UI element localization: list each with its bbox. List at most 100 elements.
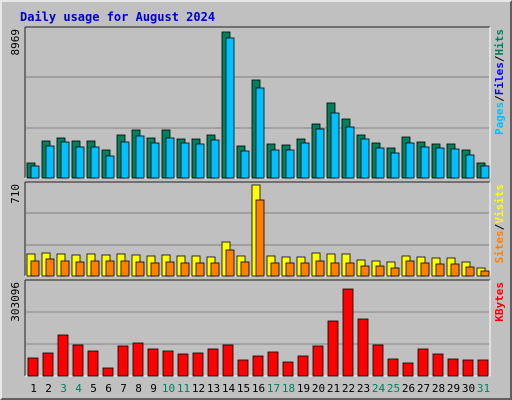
kbytes-bar bbox=[327, 320, 339, 377]
files-bar bbox=[360, 138, 370, 179]
kbytes-bar bbox=[297, 355, 309, 377]
sites-bar bbox=[435, 263, 445, 277]
kbytes-bar bbox=[207, 348, 219, 377]
x-tick-label: 11 bbox=[177, 382, 190, 395]
legend-separator: / bbox=[493, 55, 506, 62]
files-bar bbox=[375, 147, 385, 179]
legend-item-kbytes: KBytes bbox=[493, 282, 506, 322]
legend-item-pages: Pages bbox=[493, 102, 506, 135]
kbytes-bar bbox=[87, 350, 99, 377]
kbytes-bar bbox=[462, 359, 474, 377]
x-tick-label: 16 bbox=[252, 382, 265, 395]
sites-bar bbox=[270, 262, 280, 277]
x-tick-label: 28 bbox=[432, 382, 445, 395]
x-tick-label: 5 bbox=[90, 382, 97, 395]
kbytes-bar bbox=[177, 353, 189, 377]
files-bar bbox=[465, 154, 475, 179]
sites-bar bbox=[480, 270, 490, 277]
x-tick-label: 8 bbox=[135, 382, 142, 395]
kbytes-bar bbox=[342, 288, 354, 377]
x-tick-label: 24 bbox=[372, 382, 386, 395]
files-bar bbox=[195, 143, 205, 179]
sites-bar bbox=[255, 199, 265, 277]
x-tick-label: 1 bbox=[30, 382, 37, 395]
sites-bar bbox=[30, 260, 40, 277]
sites-bar bbox=[75, 261, 85, 277]
x-tick-label: 21 bbox=[327, 382, 340, 395]
sites-bar bbox=[465, 266, 475, 277]
legend-separator: / bbox=[493, 223, 506, 230]
files-bar bbox=[135, 135, 145, 179]
sites-bar bbox=[210, 262, 220, 277]
sites-bar bbox=[165, 261, 175, 277]
x-tick-label: 27 bbox=[417, 382, 430, 395]
sites-bar bbox=[420, 262, 430, 277]
x-tick-label: 14 bbox=[222, 382, 236, 395]
kbytes-bar bbox=[282, 361, 294, 377]
kbytes-bar bbox=[372, 344, 384, 377]
files-bar bbox=[480, 165, 490, 179]
chart-title: Daily usage for August 2024 bbox=[20, 10, 216, 24]
sites-bar bbox=[195, 262, 205, 277]
sites-bar bbox=[150, 262, 160, 277]
x-tick-label: 12 bbox=[192, 382, 205, 395]
legend: Pages/Files/Hits bbox=[493, 29, 506, 135]
legend: Sites/Visits bbox=[493, 184, 506, 264]
x-tick-label: 19 bbox=[297, 382, 310, 395]
x-tick-label: 29 bbox=[447, 382, 460, 395]
x-tick-label: 26 bbox=[402, 382, 415, 395]
sites-bar bbox=[60, 260, 70, 277]
kbytes-bar bbox=[387, 358, 399, 377]
files-bar bbox=[105, 155, 115, 179]
x-tick-label: 22 bbox=[342, 382, 355, 395]
x-tick-label: 23 bbox=[357, 382, 370, 395]
files-bar bbox=[285, 149, 295, 179]
files-bar bbox=[75, 146, 85, 179]
files-bar bbox=[90, 146, 100, 179]
sites-bar bbox=[390, 267, 400, 277]
files-bar bbox=[30, 165, 40, 179]
kbytes-bar bbox=[72, 344, 84, 377]
sites-bar bbox=[105, 260, 115, 277]
x-tick-label: 20 bbox=[312, 382, 325, 395]
kbytes-bar bbox=[477, 359, 489, 377]
sites-bar bbox=[285, 262, 295, 277]
x-tick-label: 31 bbox=[477, 382, 490, 395]
files-bar bbox=[420, 146, 430, 179]
x-tick-label: 3 bbox=[60, 382, 67, 395]
files-bar bbox=[300, 142, 310, 179]
legend-separator: / bbox=[493, 95, 506, 102]
sites-bar bbox=[120, 260, 130, 277]
files-bar bbox=[210, 139, 220, 179]
x-tick-label: 25 bbox=[387, 382, 400, 395]
y-max-label: 303096 bbox=[9, 282, 22, 322]
sites-bar bbox=[300, 262, 310, 277]
files-bar bbox=[390, 152, 400, 179]
sites-bar bbox=[330, 262, 340, 277]
kbytes-bar bbox=[357, 318, 369, 377]
sites-bar bbox=[315, 260, 325, 277]
kbytes-bar bbox=[417, 348, 429, 377]
kbytes-bar bbox=[267, 351, 279, 377]
sites-bar bbox=[225, 249, 235, 277]
files-bar bbox=[120, 141, 130, 179]
kbytes-bar bbox=[252, 355, 264, 377]
sites-bar bbox=[450, 263, 460, 277]
kbytes-bar bbox=[132, 342, 144, 377]
x-tick-label: 15 bbox=[237, 382, 250, 395]
files-bar bbox=[45, 145, 55, 179]
x-tick-label: 13 bbox=[207, 382, 220, 395]
legend-item-hits: Hits bbox=[493, 29, 506, 56]
x-tick-label: 17 bbox=[267, 382, 280, 395]
x-tick-label: 2 bbox=[45, 382, 52, 395]
sites-bar bbox=[90, 260, 100, 277]
sites-bar bbox=[405, 260, 415, 277]
files-bar bbox=[330, 112, 340, 179]
sites-bar bbox=[375, 265, 385, 277]
y-max-label: 710 bbox=[9, 184, 22, 204]
files-bar bbox=[315, 128, 325, 179]
legend: KBytes bbox=[493, 282, 506, 322]
files-bar bbox=[60, 141, 70, 179]
x-tick-label: 18 bbox=[282, 382, 295, 395]
